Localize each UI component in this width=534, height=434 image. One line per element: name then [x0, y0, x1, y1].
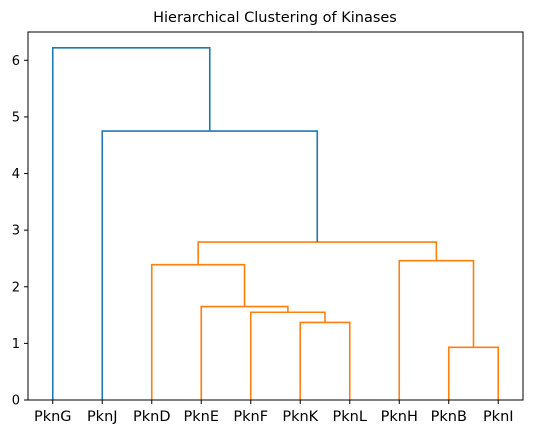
y-tick-label: 5 — [12, 110, 20, 125]
dendrogram-link-4 — [150, 263, 246, 400]
x-tick-label-pknl: PknL — [333, 409, 367, 425]
y-tick-label: 6 — [12, 54, 20, 69]
x-tick-label-pknj: PknJ — [87, 409, 118, 425]
x-tick-label-pkng: PknG — [34, 409, 72, 425]
dendrogram-links — [51, 47, 500, 400]
y-axis-ticks: 0 1 2 3 4 5 6 — [12, 54, 28, 409]
x-tick-label-pknh: PknH — [381, 409, 418, 425]
y-tick-label: 3 — [12, 224, 20, 239]
y-tick-label: 0 — [12, 394, 20, 409]
x-tick-label-pknf: PknF — [233, 409, 268, 425]
dendrogram-link-1 — [299, 321, 351, 400]
dendrogram-link-2 — [249, 311, 326, 400]
x-axis-ticks: PknG PknJ PknD PknE PknF PknK PknL PknH PknB PknI — [34, 400, 514, 425]
dendrogram-link-6 — [398, 259, 475, 400]
y-tick-label: 4 — [12, 167, 20, 182]
x-tick-label-pknd: PknD — [133, 409, 171, 425]
x-tick-label-pknb: PknB — [431, 409, 467, 425]
y-tick-label: 1 — [12, 337, 20, 352]
x-tick-label-pkni: PknI — [483, 409, 514, 425]
dendrogram-link-5 — [447, 346, 500, 400]
y-tick-label: 2 — [12, 280, 20, 295]
x-tick-label-pknk: PknK — [282, 409, 318, 425]
chart-title: Hierarchical Clustering of Kinases — [153, 10, 397, 26]
dendrogram-link-9 — [51, 47, 211, 400]
x-tick-label-pkne: PknE — [184, 409, 220, 425]
plot-frame — [27, 31, 524, 401]
dendrogram-link-3 — [200, 305, 289, 400]
dendrogram-link-8 — [101, 130, 319, 400]
